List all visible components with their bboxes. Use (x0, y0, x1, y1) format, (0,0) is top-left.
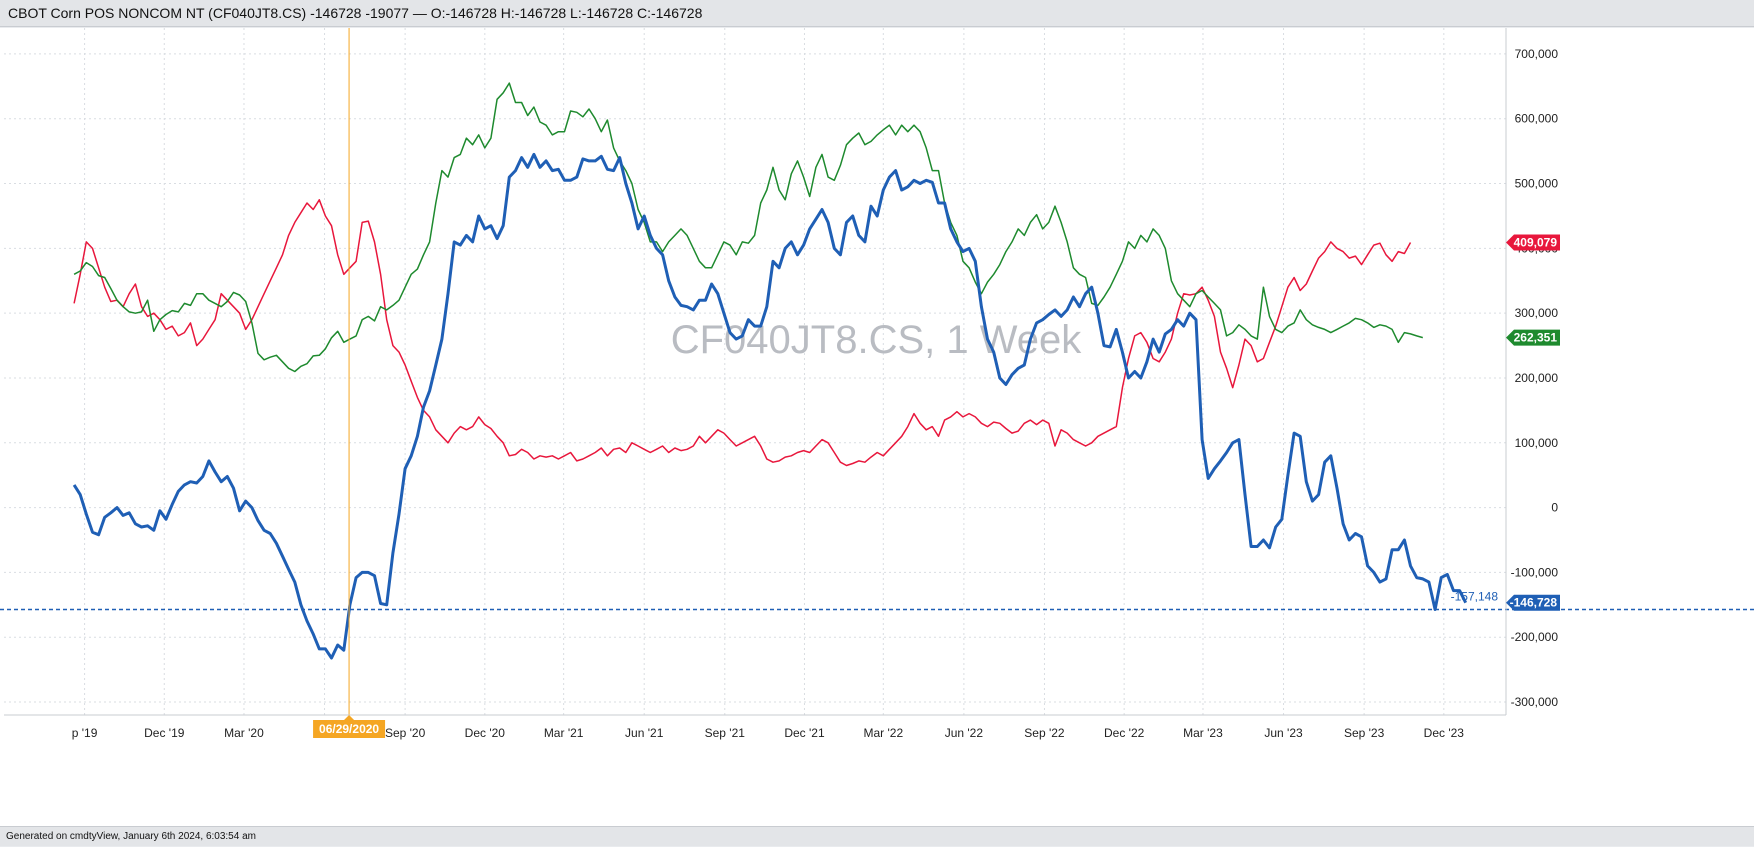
y-tick-label: -100,000 (1511, 565, 1559, 579)
crosshair-date-box (313, 720, 386, 738)
y-tick-label: 700,000 (1515, 47, 1559, 61)
chart-svg[interactable]: CF040JT8.CS, 1 Week -157,148 700,000 600,… (0, 28, 1754, 826)
x-tick-label: Sep '23 (1344, 726, 1385, 740)
crosshair-date-label: 06/29/2020 (319, 722, 379, 736)
y-tick-label: 600,000 (1515, 112, 1559, 126)
last-value-badge-label: 409,079 (1514, 235, 1558, 249)
last-value-badge-shape (1506, 594, 1560, 611)
last-value-badge-label: 262,351 (1514, 331, 1558, 345)
y-tick-label: 0 (1551, 501, 1558, 515)
y-tick-label: 500,000 (1515, 177, 1559, 191)
x-tick-label: Dec '21 (784, 726, 825, 740)
watermark: CF040JT8.CS, 1 Week (671, 318, 1083, 362)
last-value-badge-shape (1506, 234, 1560, 251)
x-tick-label: Dec '23 (1424, 726, 1465, 740)
grid-lines (4, 28, 1506, 715)
x-tick-label: Dec '20 (465, 726, 506, 740)
y-tick-label: -300,000 (1511, 695, 1559, 709)
y-tick-label: -200,000 (1511, 630, 1559, 644)
x-tick-label: Dec '19 (144, 726, 185, 740)
series-line-short (73, 199, 1412, 467)
x-tick-label: Jun '21 (625, 726, 664, 740)
x-tick-label: Mar '20 (224, 726, 264, 740)
generated-note: Generated on cmdtyView, January 6th 2024… (6, 831, 256, 842)
y-tick-label: 200,000 (1515, 371, 1559, 385)
chart-area[interactable]: CF040JT8.CS, 1 Week -157,148 700,000 600,… (0, 28, 1754, 826)
last-value-badge-short: 409,079 (1506, 234, 1560, 251)
last-value-badge-net: -146,728 (1506, 594, 1560, 611)
series-line-long (73, 82, 1424, 373)
y-tick-label: 300,000 (1515, 306, 1559, 320)
reference-line-label: -157,148 (1451, 589, 1499, 603)
x-tick-label: Mar '22 (863, 726, 903, 740)
last-value-badges: -146,728 262,351 409,079 (1506, 234, 1560, 611)
crosshair-date-pointer (344, 715, 355, 720)
x-tick-label: Mar '23 (1183, 726, 1223, 740)
x-tick-label: Jun '22 (945, 726, 984, 740)
x-tick-label: Jun '23 (1264, 726, 1303, 740)
footer-bar: Generated on cmdtyView, January 6th 2024… (0, 826, 1754, 846)
x-tick-label: Sep '21 (705, 726, 746, 740)
chart-title: CBOT Corn POS NONCOM NT (CF040JT8.CS) -1… (8, 5, 703, 21)
last-value-badge-long: 262,351 (1506, 329, 1560, 346)
x-tick-label: p '19 (72, 726, 98, 740)
series-layer (72, 82, 1468, 660)
x-tick-label: Sep '20 (385, 726, 426, 740)
chart-title-bar: CBOT Corn POS NONCOM NT (CF040JT8.CS) -1… (0, 0, 1754, 27)
x-tick-label: Mar '21 (544, 726, 584, 740)
y-tick-label: 100,000 (1515, 436, 1559, 450)
x-tick-label: Dec '22 (1104, 726, 1145, 740)
x-tick-label: Sep '22 (1024, 726, 1065, 740)
crosshair-date-badge: 06/29/2020 (313, 715, 386, 738)
last-value-badge-shape (1506, 329, 1560, 346)
last-value-badge-label: -146,728 (1510, 596, 1558, 610)
series-line-net (72, 152, 1468, 660)
